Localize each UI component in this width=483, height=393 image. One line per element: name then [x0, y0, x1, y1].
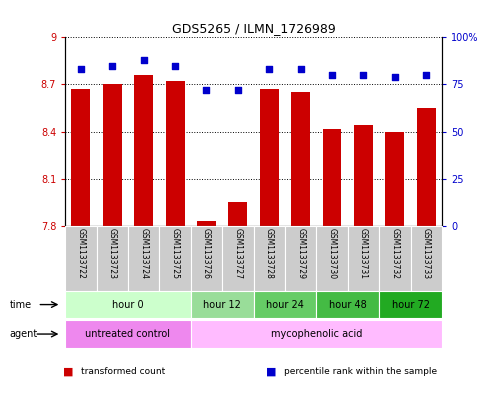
Point — [108, 62, 116, 69]
Text: hour 0: hour 0 — [112, 299, 144, 310]
Bar — [191, 226, 222, 291]
Bar — [260, 89, 279, 226]
Text: GSM1133729: GSM1133729 — [296, 228, 305, 279]
Bar — [191, 320, 442, 348]
Point — [391, 74, 399, 80]
Bar — [254, 291, 316, 318]
Point — [171, 62, 179, 69]
Text: hour 72: hour 72 — [392, 299, 429, 310]
Text: GSM1133732: GSM1133732 — [390, 228, 399, 279]
Text: GSM1133724: GSM1133724 — [139, 228, 148, 279]
Bar — [385, 132, 404, 226]
Text: untreated control: untreated control — [85, 329, 170, 339]
Point — [266, 66, 273, 73]
Point — [140, 57, 148, 63]
Bar — [291, 92, 310, 226]
Bar — [71, 89, 90, 226]
Point — [422, 72, 430, 78]
Point — [359, 72, 368, 78]
Text: GSM1133723: GSM1133723 — [108, 228, 117, 279]
Bar — [97, 226, 128, 291]
Text: mycophenolic acid: mycophenolic acid — [270, 329, 362, 339]
Text: GSM1133727: GSM1133727 — [233, 228, 242, 279]
Bar — [354, 125, 373, 226]
Bar — [411, 226, 442, 291]
Point — [234, 87, 242, 93]
Text: time: time — [10, 299, 32, 310]
Text: GSM1133726: GSM1133726 — [202, 228, 211, 279]
Text: ■: ■ — [266, 366, 276, 376]
Bar — [65, 320, 191, 348]
Point — [203, 87, 211, 93]
Bar — [222, 226, 254, 291]
Bar — [197, 221, 216, 226]
Bar — [379, 226, 411, 291]
Text: GSM1133725: GSM1133725 — [170, 228, 180, 279]
Bar — [103, 84, 122, 226]
Text: hour 12: hour 12 — [203, 299, 241, 310]
Bar — [134, 75, 153, 226]
Text: GSM1133728: GSM1133728 — [265, 228, 274, 279]
Bar — [254, 226, 285, 291]
Bar — [316, 226, 348, 291]
Point — [328, 72, 336, 78]
Text: GSM1133731: GSM1133731 — [359, 228, 368, 279]
Text: GSM1133733: GSM1133733 — [422, 228, 431, 279]
Bar — [191, 291, 254, 318]
Bar — [159, 226, 191, 291]
Point — [297, 66, 305, 73]
Bar — [128, 226, 159, 291]
Bar — [417, 108, 436, 226]
Bar — [323, 129, 341, 226]
Text: GSM1133730: GSM1133730 — [327, 228, 337, 279]
Point — [77, 66, 85, 73]
Text: agent: agent — [10, 329, 38, 339]
Text: percentile rank within the sample: percentile rank within the sample — [284, 367, 437, 376]
Bar — [285, 226, 316, 291]
Bar — [65, 291, 191, 318]
Bar — [166, 81, 185, 226]
Text: hour 24: hour 24 — [266, 299, 304, 310]
Bar — [348, 226, 379, 291]
Text: GSM1133722: GSM1133722 — [76, 228, 85, 279]
Text: transformed count: transformed count — [81, 367, 165, 376]
Bar — [65, 226, 97, 291]
Bar — [316, 291, 379, 318]
Bar — [228, 202, 247, 226]
Bar — [379, 291, 442, 318]
Title: GDS5265 / ILMN_1726989: GDS5265 / ILMN_1726989 — [171, 22, 336, 35]
Text: hour 48: hour 48 — [329, 299, 367, 310]
Text: ■: ■ — [63, 366, 73, 376]
